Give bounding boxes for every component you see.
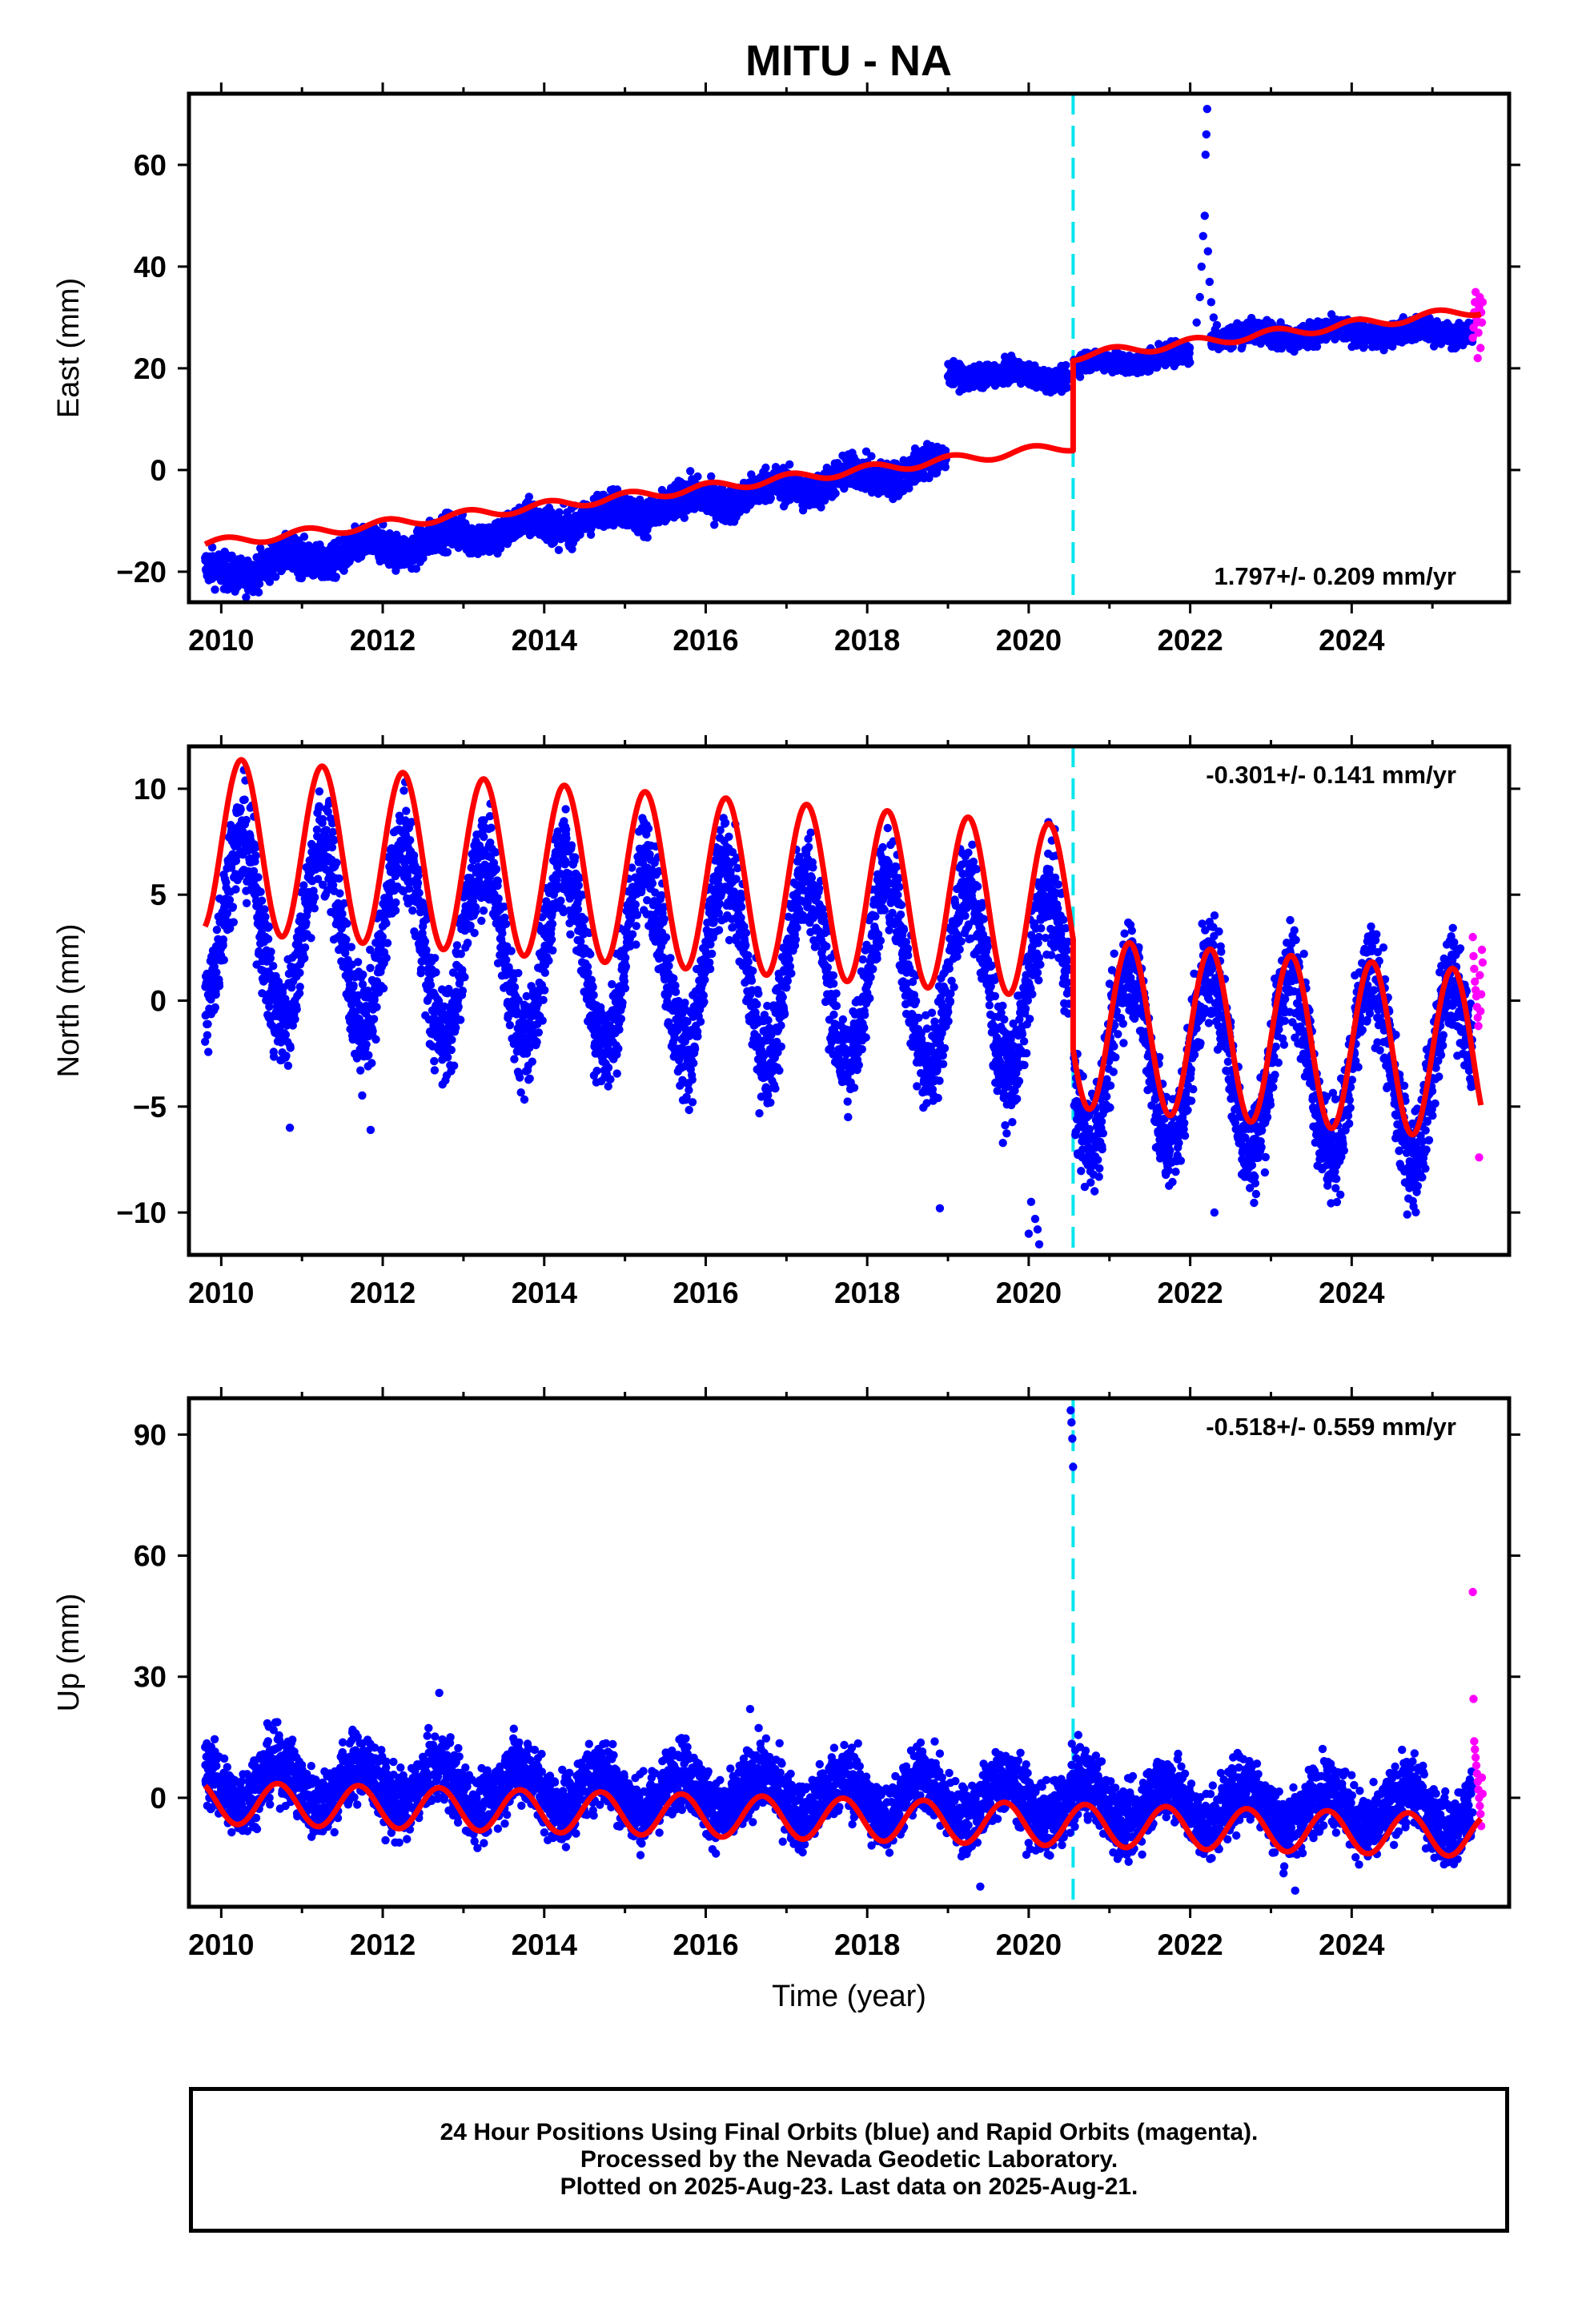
final-orbit-point [391,566,400,575]
final-orbit-point [554,545,564,554]
final-orbit-point [761,463,770,472]
final-orbit-points-segment-0 [201,440,950,601]
final-orbit-point [941,463,950,472]
final-orbit-point [707,472,716,481]
final-orbit-point [207,543,217,552]
final-orbit-point [299,533,309,541]
final-orbit-point [549,538,558,547]
final-orbit-point [1062,383,1072,392]
final-orbit-point [785,460,794,469]
final-orbit-point [1075,372,1085,381]
final-orbit-point [242,593,251,601]
final-orbit-point [524,493,533,501]
data-layer [201,94,1488,602]
final-orbit-point [555,508,564,517]
final-orbit-point [254,588,263,597]
final-orbit-point [643,533,652,542]
final-orbit-point [680,513,689,522]
final-orbit-point [255,579,264,589]
final-orbit-point [265,577,275,586]
final-orbit-point [867,452,876,460]
final-orbit-point [1185,343,1195,352]
final-orbit-point [693,472,702,481]
final-orbit-point [443,548,452,557]
panel-east: 2010 2012 2014 2016 2018 2020 2022 2024−2002040… [52,82,1520,657]
final-orbit-point [412,564,421,573]
final-orbit-point [227,551,236,560]
final-orbit-point [271,573,280,581]
final-orbit-point [1062,360,1070,370]
final-orbit-point [419,553,428,563]
final-orbit-point [1186,358,1195,367]
final-orbit-point [686,467,695,476]
final-orbit-point [297,573,306,583]
final-orbit-point [211,585,219,594]
figure-title: MITU - NA [745,37,952,85]
final-orbit-point [831,489,840,498]
final-orbit-point [331,573,340,581]
